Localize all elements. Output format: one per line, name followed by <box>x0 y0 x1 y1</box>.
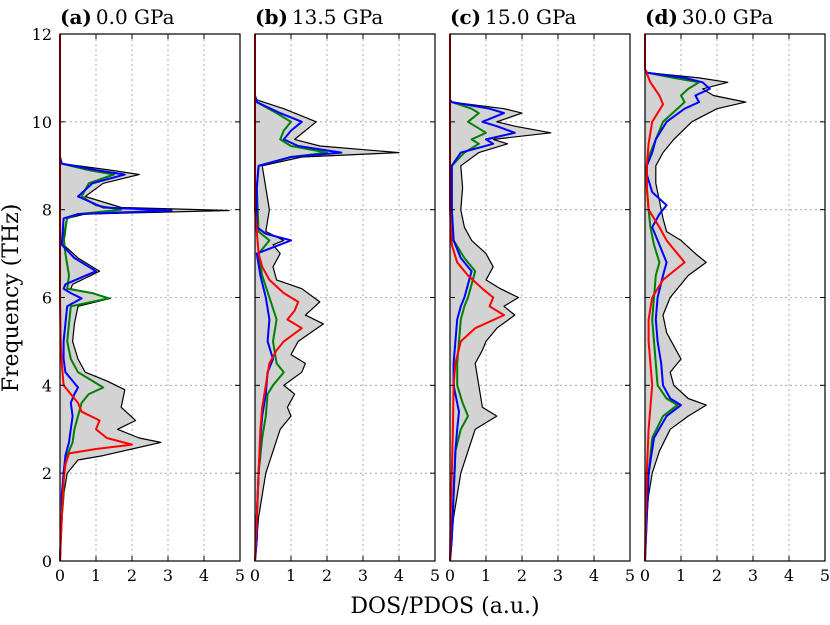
total-dos-line <box>59 34 230 562</box>
y-tick-label: 8 <box>42 201 52 220</box>
panel-b: 0 1 2 3 4 5 (b) 13.5 GPa <box>250 5 440 585</box>
x-tick-label: 3 <box>163 566 173 585</box>
x-tick-label: 1 <box>676 566 686 585</box>
x-tick-label: 1 <box>481 566 491 585</box>
x-axis-title: DOS/PDOS (a.u.) <box>350 594 539 619</box>
panel-tag: (b) <box>255 5 288 29</box>
pdos-line <box>644 34 700 562</box>
y-axis-title: Frequency (THz) <box>0 204 24 393</box>
pdos-line <box>644 34 711 562</box>
panel-pressure: 15.0 GPa <box>485 5 576 29</box>
x-tick-label: 4 <box>199 566 209 585</box>
panel-tag: (d) <box>645 5 678 29</box>
x-tick-label: 4 <box>784 566 794 585</box>
panel-title: (a) 0.0 GPa <box>60 5 175 29</box>
x-tick-label: 3 <box>553 566 563 585</box>
y-tick-label: 0 <box>42 552 52 571</box>
y-tick-label: 12 <box>32 25 52 44</box>
panel-title: (d) 30.0 GPa <box>645 5 773 29</box>
panel-pressure: 13.5 GPa <box>292 5 383 29</box>
pdos-line <box>644 34 686 562</box>
x-tick-label: 5 <box>820 566 830 585</box>
total-dos-line <box>254 34 400 562</box>
x-tick-label: 5 <box>430 566 440 585</box>
pdos-line <box>449 34 516 562</box>
total-dos-fill <box>255 34 399 561</box>
y-tick-label: 6 <box>42 289 52 308</box>
total-dos-line <box>644 34 747 562</box>
panels-layer: 0 1 2 3 4 5 (a) 0.0 GPa 0 1 2 3 4 5 (b) 13.5 GPa 0 1 2 3 4 5 (… <box>55 5 830 585</box>
panel-title: (c) 15.0 GPa <box>450 5 577 29</box>
pdos-line <box>59 34 133 562</box>
y-tick-label: 4 <box>42 376 52 395</box>
total-dos-line <box>449 34 552 562</box>
pdos-line <box>59 34 173 562</box>
pdos-line <box>449 34 505 562</box>
x-tick-label: 1 <box>286 566 296 585</box>
panel-pressure: 0.0 GPa <box>96 5 175 29</box>
pdos-line <box>254 34 303 562</box>
panel-tag: (c) <box>450 5 481 29</box>
x-tick-label: 4 <box>589 566 599 585</box>
y-axis: 0 2 4 6 8 10 12 <box>32 25 52 571</box>
panel-title: (b) 13.5 GPa <box>255 5 383 29</box>
y-tick-label: 2 <box>42 464 52 483</box>
panel-tag: (a) <box>60 5 92 29</box>
x-tick-label: 3 <box>358 566 368 585</box>
x-tick-label: 0 <box>640 566 650 585</box>
x-tick-label: 4 <box>394 566 404 585</box>
x-tick-label: 1 <box>91 566 101 585</box>
panel-c: 0 1 2 3 4 5 (c) 15.0 GPa <box>445 5 635 585</box>
total-dos-fill <box>60 34 230 561</box>
x-tick-label: 0 <box>55 566 65 585</box>
pdos-line <box>449 34 487 562</box>
x-tick-label: 3 <box>748 566 758 585</box>
x-tick-label: 2 <box>712 566 722 585</box>
x-tick-label: 0 <box>250 566 260 585</box>
x-tick-label: 5 <box>625 566 635 585</box>
x-tick-label: 2 <box>127 566 137 585</box>
x-tick-label: 2 <box>322 566 332 585</box>
y-tick-label: 10 <box>32 113 52 132</box>
x-tick-label: 2 <box>517 566 527 585</box>
panel-a: 0 1 2 3 4 5 (a) 0.0 GPa <box>55 5 245 585</box>
panel-pressure: 30.0 GPa <box>682 5 773 29</box>
x-tick-label: 5 <box>235 566 245 585</box>
x-tick-label: 0 <box>445 566 455 585</box>
panel-d: 0 1 2 3 4 5 (d) 30.0 GPa <box>640 5 830 585</box>
